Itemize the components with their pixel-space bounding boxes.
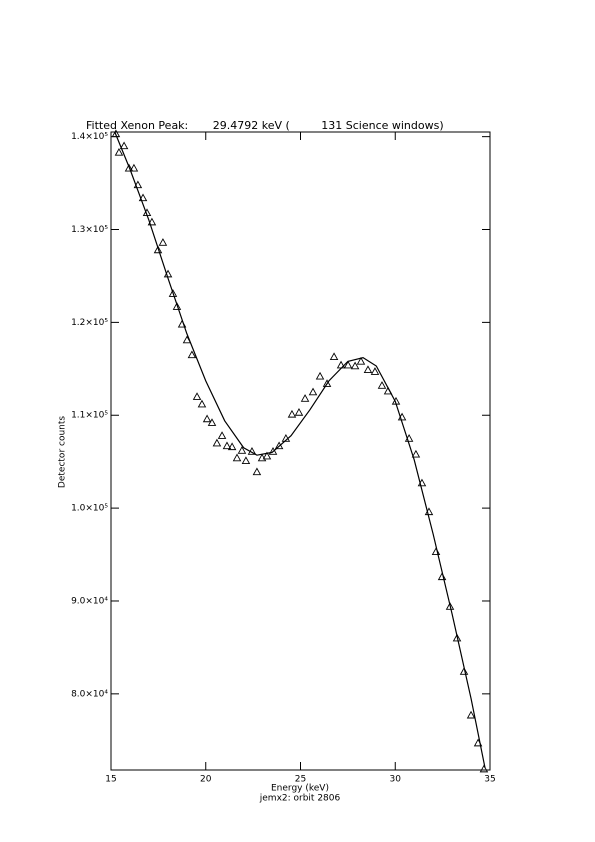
data-point bbox=[329, 352, 339, 360]
data-point bbox=[252, 467, 262, 476]
y-tick-label: 1.3×10⁵ bbox=[71, 225, 108, 235]
data-point bbox=[138, 193, 148, 202]
fit-line bbox=[114, 131, 486, 769]
data-point bbox=[377, 381, 387, 389]
data-point bbox=[356, 356, 366, 365]
data-point bbox=[322, 379, 332, 387]
data-point bbox=[227, 442, 237, 451]
data-point bbox=[343, 360, 353, 369]
data-point bbox=[445, 602, 455, 610]
x-tick-label: 25 bbox=[295, 775, 306, 785]
data-point bbox=[370, 367, 380, 375]
data-point bbox=[114, 148, 124, 156]
data-point bbox=[274, 441, 284, 450]
y-tick-label: 9.0×10⁴ bbox=[71, 596, 108, 606]
data-point bbox=[153, 245, 163, 254]
data-point bbox=[119, 141, 129, 150]
data-point bbox=[479, 764, 489, 773]
y-tick-label: 1.0×10⁵ bbox=[71, 504, 108, 514]
data-point bbox=[308, 387, 318, 396]
data-point bbox=[202, 414, 212, 423]
data-point bbox=[129, 163, 139, 172]
data-point bbox=[207, 418, 217, 426]
data-point bbox=[287, 409, 297, 418]
y-tick-label: 8.0×10⁴ bbox=[71, 689, 108, 699]
data-point bbox=[363, 365, 373, 373]
data-point bbox=[197, 399, 207, 408]
x-axis-label: Energy (keV) bbox=[271, 784, 329, 794]
data-point bbox=[262, 451, 272, 460]
data-point bbox=[452, 633, 462, 642]
x-tick-label: 15 bbox=[105, 775, 116, 785]
x-tick-label: 30 bbox=[390, 775, 402, 785]
data-point bbox=[212, 438, 222, 447]
data-point bbox=[192, 392, 202, 400]
data-point bbox=[350, 361, 360, 370]
data-point bbox=[158, 238, 168, 246]
data-point bbox=[187, 350, 197, 359]
data-point bbox=[315, 371, 325, 380]
subtitle: jemx2: orbit 2806 bbox=[259, 794, 341, 804]
data-point bbox=[172, 302, 182, 310]
data-point bbox=[168, 289, 178, 297]
data-point bbox=[237, 446, 247, 454]
chart-title: Fitted Xenon Peak: 29.4792 keV ( 131 Sci… bbox=[86, 119, 444, 132]
y-axis-label: Detector counts bbox=[58, 416, 68, 488]
data-point bbox=[300, 394, 310, 402]
data-point bbox=[147, 217, 157, 226]
data-point bbox=[241, 456, 251, 465]
y-tick-label: 1.1×10⁵ bbox=[71, 411, 108, 421]
data-point bbox=[222, 441, 232, 450]
data-point bbox=[294, 408, 304, 416]
data-point bbox=[268, 447, 278, 455]
data-point bbox=[111, 129, 121, 138]
data-point bbox=[459, 667, 469, 675]
y-tick-label: 1.4×10⁵ bbox=[71, 132, 108, 142]
x-tick-label: 35 bbox=[484, 775, 495, 785]
data-point bbox=[232, 453, 242, 462]
x-tick-label: 20 bbox=[200, 775, 212, 785]
y-tick-label: 1.2×10⁵ bbox=[71, 318, 108, 328]
data-point bbox=[466, 710, 476, 719]
data-point bbox=[411, 449, 421, 458]
data-point bbox=[124, 163, 134, 172]
data-point bbox=[217, 431, 227, 439]
